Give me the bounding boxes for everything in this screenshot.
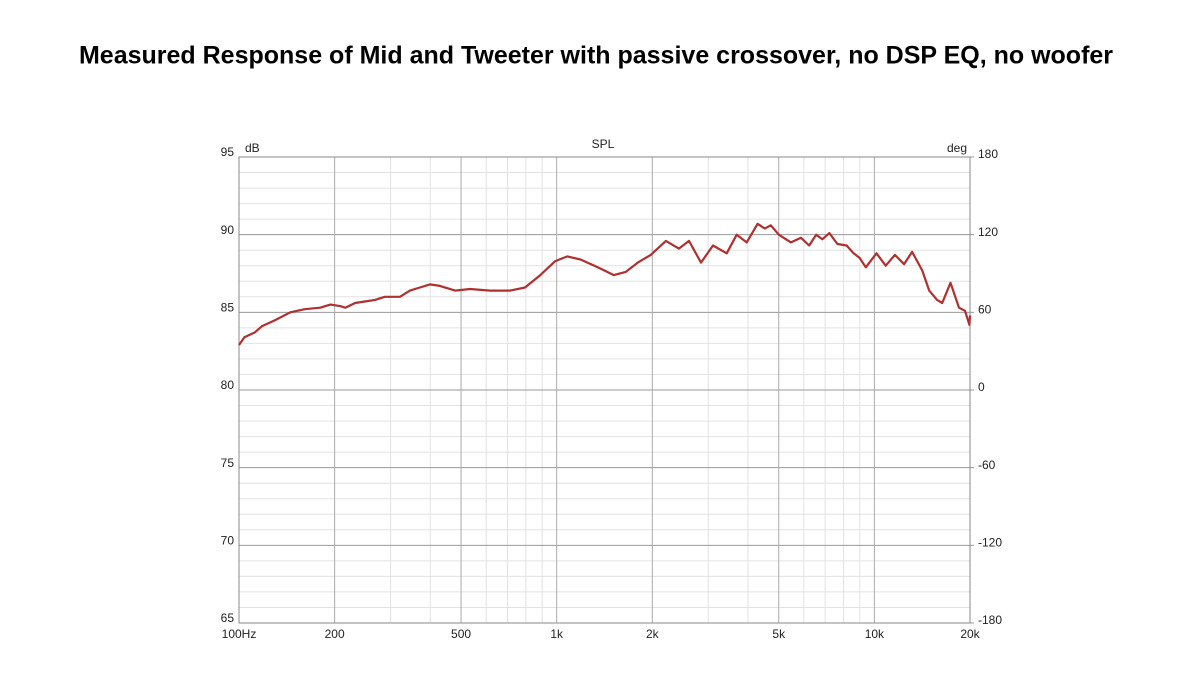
chart-title: Measured Response of Mid and Tweeter wit… <box>79 42 1113 70</box>
x-tick-label: 1k <box>550 627 564 641</box>
x-tick-label: 100Hz <box>222 627 257 641</box>
y-tick-label: 90 <box>221 223 235 237</box>
y2-axis-label: deg <box>947 141 967 155</box>
x-tick-label: 2k <box>646 627 660 641</box>
x-tick-label: 500 <box>451 627 471 641</box>
y-tick-label: 85 <box>221 301 235 315</box>
plot-frame <box>238 156 971 624</box>
y-tick-label: 70 <box>221 534 235 548</box>
y-axis-label: dB <box>245 141 260 155</box>
y2-tick-label: 60 <box>978 303 992 317</box>
y2-tick-label: -120 <box>978 536 1002 550</box>
y2-tick-label: 0 <box>978 380 985 394</box>
x-tick-label: 5k <box>772 627 786 641</box>
y2-tick-label: 120 <box>978 225 998 239</box>
y2-tick-label: 180 <box>978 147 998 161</box>
x-tick-label: 200 <box>325 627 345 641</box>
data-line <box>238 222 972 346</box>
y-tick-label: 95 <box>221 145 235 159</box>
x-tick-label: 10k <box>865 627 885 641</box>
plot-title: SPL <box>592 137 615 151</box>
y2-tick-label: -180 <box>978 613 1002 627</box>
y-tick-label: 65 <box>221 611 235 625</box>
y-tick-label: 80 <box>221 378 235 392</box>
x-tick-label: 20k <box>960 627 980 641</box>
y-tick-label: 75 <box>221 456 235 470</box>
y2-tick-label: -60 <box>978 458 996 472</box>
